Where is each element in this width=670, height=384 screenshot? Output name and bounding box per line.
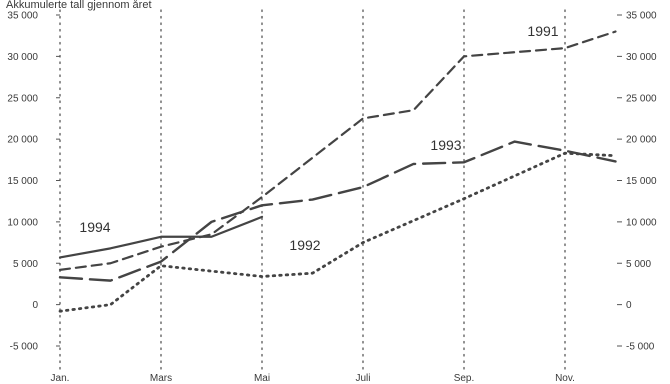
y-tick-label-right: 5 000	[626, 259, 651, 270]
series-label-1992: 1992	[289, 237, 320, 253]
y-tick-label-right: 30 000	[626, 52, 657, 63]
y-tick-label-left: 35 000	[7, 11, 38, 22]
series-label-1993: 1993	[430, 137, 461, 153]
series-label-1991: 1991	[527, 23, 558, 39]
y-tick-label-right: 20 000	[626, 135, 657, 146]
y-tick-label-left: 20 000	[7, 135, 38, 146]
y-tick-label-right: 35 000	[626, 11, 657, 22]
x-tick-label: Mai	[254, 373, 270, 384]
y-tick-label-right: 25 000	[626, 93, 657, 104]
y-tick-label-right: 10 000	[626, 217, 657, 228]
axes: Jan. Mars Mai Juli Sep. Nov. -5 000 -5 000 0 0 5 0…	[7, 11, 657, 384]
gridlines	[59, 9, 566, 373]
y-tick-label-right: 15 000	[626, 176, 657, 187]
series-labels: 1991 1992 1993 1994	[79, 23, 558, 253]
y-tick-label-left: 15 000	[7, 176, 38, 187]
y-tick-label-right: 0	[626, 300, 632, 311]
y-tick-label-left: 30 000	[7, 52, 38, 63]
chart-title: Akkumulerte tall gjennom året	[6, 0, 152, 11]
series-line-1993	[58, 140, 617, 282]
y-tick-label-left: -5 000	[10, 342, 39, 353]
series-lines	[58, 30, 617, 313]
x-tick-label: Sep.	[454, 373, 475, 384]
y-tick-label-left: 5 000	[13, 259, 38, 270]
series-line-1992	[58, 151, 617, 313]
x-tick-label: Jan.	[51, 373, 70, 384]
x-tick-label: Mars	[150, 373, 172, 384]
x-tick-label: Juli	[355, 373, 370, 384]
y-tick-label-left: 10 000	[7, 217, 38, 228]
y-tick-label-left: 0	[32, 300, 38, 311]
x-tick-label: Nov.	[555, 373, 575, 384]
y-tick-label-right: -5 000	[626, 342, 655, 353]
y-tick-label-left: 25 000	[7, 93, 38, 104]
series-label-1994: 1994	[79, 219, 110, 235]
series-line-1994	[58, 215, 264, 259]
series-line-1991	[58, 30, 617, 271]
